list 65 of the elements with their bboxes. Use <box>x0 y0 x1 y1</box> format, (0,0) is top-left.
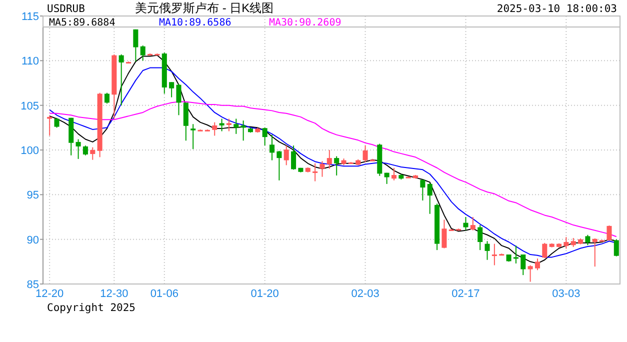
candlestick <box>183 102 188 142</box>
candlestick <box>312 162 318 182</box>
candlestick <box>585 234 590 246</box>
y-tick-label: 115 <box>21 11 39 23</box>
x-tick-label: 01-20 <box>250 288 279 300</box>
chart-subtitle: USDRUB <box>47 3 85 15</box>
candlestick <box>54 117 60 128</box>
candlestick <box>140 44 146 62</box>
candlestick <box>478 224 483 251</box>
text: MA10:89.6586 <box>159 18 232 28</box>
candlestick <box>420 178 426 201</box>
candlestick <box>190 124 196 150</box>
x-tick-label: 02-17 <box>452 288 480 300</box>
candlestick <box>320 160 325 178</box>
candlestick <box>176 83 182 116</box>
candlestick <box>334 156 340 176</box>
candlestick <box>284 145 289 166</box>
y-tick-label: 100 <box>20 145 39 157</box>
x-tick-label: 01-06 <box>150 288 178 300</box>
text: 2025-03-10 18:00:03 <box>496 3 617 15</box>
candlestick <box>606 224 612 242</box>
candlestick <box>226 118 232 132</box>
y-tick-label: 95 <box>26 190 39 202</box>
candlestick <box>528 264 533 282</box>
candlestick <box>362 145 368 163</box>
candlestick <box>291 145 296 170</box>
candlestick <box>276 150 282 181</box>
x-tick-label: 12-20 <box>36 288 64 300</box>
candlestick <box>76 138 81 160</box>
candlestick <box>391 167 396 181</box>
x-tick-label: 02-03 <box>351 288 380 300</box>
candlestick <box>592 238 598 268</box>
y-tick-label: 110 <box>21 56 39 68</box>
candlestick <box>270 134 275 161</box>
candlestick <box>520 254 526 276</box>
candlestick <box>219 118 224 132</box>
candlestick <box>534 258 540 271</box>
candlestick <box>614 238 619 257</box>
candlestick <box>463 216 468 231</box>
y-tick-label: 90 <box>26 234 39 246</box>
candlestick <box>262 127 268 146</box>
text: Copyright 2025 <box>47 302 136 314</box>
candlestick <box>82 145 88 156</box>
x-tick-label: 03-03 <box>552 288 580 300</box>
candlestick <box>442 219 447 249</box>
candlestick <box>427 182 432 214</box>
x-tick-label: 12-30 <box>100 288 128 300</box>
candlestick <box>234 118 239 134</box>
candlestick <box>542 242 548 259</box>
candlestick <box>104 92 110 104</box>
candlestick <box>212 122 218 136</box>
candlestick <box>564 236 569 250</box>
candlestick <box>90 146 96 160</box>
candlestick <box>470 216 476 231</box>
candlestick <box>133 28 138 62</box>
candlestick <box>326 150 332 170</box>
chart-title: 美元俄罗斯卢布 - 日K线图 <box>135 1 274 15</box>
candlestick <box>513 245 518 264</box>
text: MA30:90.2609 <box>269 18 342 28</box>
candlestick <box>492 243 497 266</box>
candlestick <box>169 82 174 98</box>
text: MA5:89.6884 <box>49 18 116 28</box>
candlestick <box>484 240 490 260</box>
y-tick-label: 105 <box>20 100 39 112</box>
candlestick <box>118 54 124 106</box>
